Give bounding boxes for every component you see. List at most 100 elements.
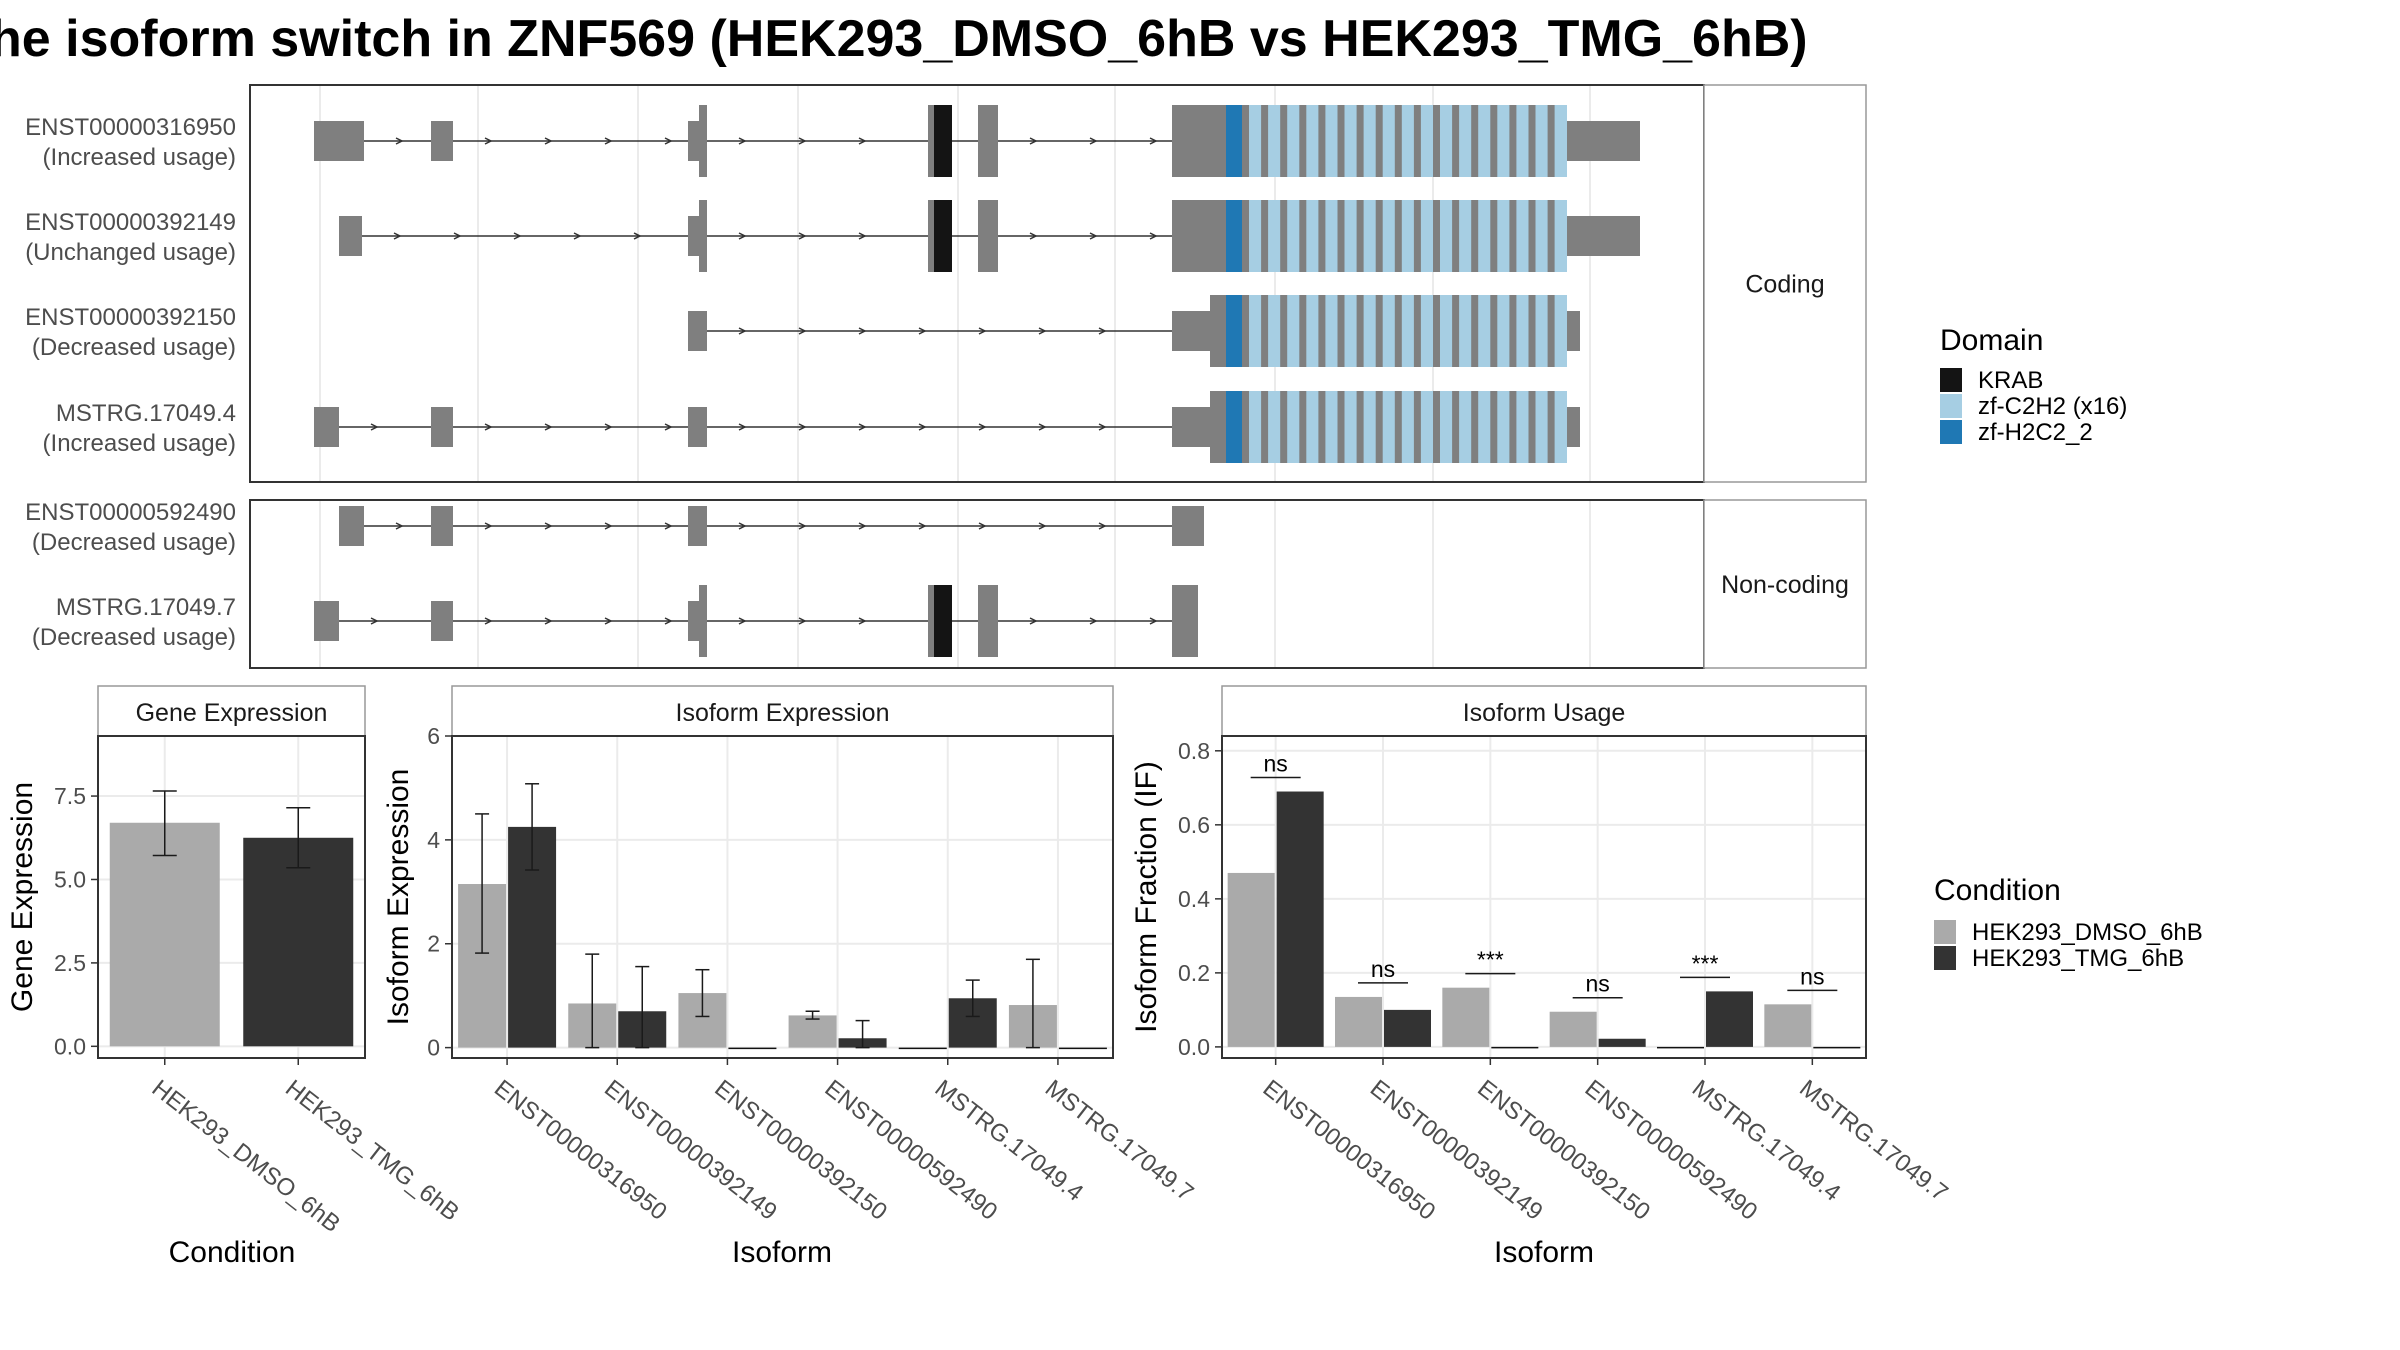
- significance-label: ***: [1692, 950, 1719, 976]
- x-tick-label: ENST00000392149: [1365, 1075, 1548, 1226]
- transcript-id-label: MSTRG.17049.7: [56, 594, 236, 621]
- exon-block: [688, 506, 707, 546]
- zf-linker-stripe: [1452, 200, 1460, 272]
- exon-block: [1567, 311, 1580, 351]
- x-axis-title: Condition: [169, 1236, 296, 1269]
- y-tick-label: 0.8: [1178, 738, 1210, 764]
- intron-arrow: [395, 137, 404, 145]
- legend-condition-title: Condition: [1934, 874, 2061, 907]
- zf-linker-stripe: [1433, 200, 1440, 272]
- bar: [1227, 872, 1275, 1047]
- intron-arrow: [858, 327, 867, 335]
- zf-linker-stripe: [1413, 295, 1421, 367]
- zf-linker-stripe: [1356, 105, 1364, 177]
- exon-block: [314, 121, 364, 161]
- exon-block: [431, 506, 453, 546]
- exon-block: [1172, 105, 1226, 177]
- intron-arrow: [918, 522, 927, 530]
- panel-title: Gene Expression: [136, 699, 328, 727]
- zf-linker-stripe: [1394, 391, 1402, 463]
- zf-linker-stripe: [1261, 295, 1269, 367]
- zf-linker-stripe: [1337, 391, 1345, 463]
- chart-2: Isoform Usage ns ns *** ns *** ns 0.0 0.2 0.4 0.6 0…: [1130, 685, 1953, 1269]
- exon-block: [1172, 506, 1204, 546]
- intron-arrow: [978, 423, 987, 431]
- bar: [788, 1015, 837, 1048]
- domain-zf-c2h2: [1242, 295, 1567, 367]
- y-axis-title: Isoform Fraction (IF): [1130, 761, 1163, 1033]
- y-tick-label: 7.5: [54, 783, 86, 809]
- y-tick-label: 0.0: [54, 1033, 86, 1059]
- exon-block: [1172, 407, 1210, 447]
- transcript-usage-label: (Unchanged usage): [25, 239, 236, 266]
- exon-block: [688, 601, 699, 641]
- intron-arrow: [1098, 423, 1107, 431]
- bar: [1058, 1047, 1107, 1050]
- zf-linker-stripe: [1509, 295, 1517, 367]
- zf-linker-stripe: [1471, 105, 1479, 177]
- zf-linker-stripe: [1299, 105, 1307, 177]
- bar: [1813, 1046, 1861, 1049]
- zf-linker-stripe: [1394, 200, 1402, 272]
- exon-block: [699, 200, 707, 272]
- zf-linker-stripe: [1337, 200, 1345, 272]
- zf-linker-stripe: [1509, 200, 1517, 272]
- chart-1: Isoform Expression0246ENST00000316950ENS…: [382, 685, 1198, 1269]
- panel-border: [97, 735, 366, 1059]
- legend-domain-label: zf-H2C2_2: [1978, 419, 2093, 446]
- bar: [243, 837, 354, 1047]
- exon-block: [982, 585, 998, 657]
- zf-linker-stripe: [1528, 295, 1536, 367]
- zf-linker-stripe: [1299, 200, 1307, 272]
- y-axis-title: Isoform Expression: [382, 769, 415, 1026]
- zf-linker-stripe: [1375, 105, 1383, 177]
- y-tick-label: 6: [427, 723, 440, 749]
- intron-arrow: [798, 522, 807, 530]
- exon-block: [978, 200, 982, 272]
- legend-condition-label: HEK293_TMG_6hB: [1972, 945, 2184, 972]
- domain-zf-h2c2: [1226, 105, 1242, 177]
- exon-block: [688, 121, 699, 161]
- zf-linker-stripe: [1375, 391, 1383, 463]
- intron-arrow: [370, 423, 379, 431]
- domain-zf-c2h2: [1242, 105, 1567, 177]
- transcript-id-label: MSTRG.17049.4: [56, 400, 236, 427]
- intron-arrow: [484, 137, 493, 145]
- zf-linker-stripe: [1318, 200, 1326, 272]
- zf-linker-stripe: [1433, 295, 1440, 367]
- exon-block: [1210, 391, 1226, 463]
- structure-strip: [1703, 84, 1867, 483]
- zf-linker-stripe: [1242, 391, 1249, 463]
- bar-charts: Gene Expression0.02.55.07.5HEK293_DMSO_6…: [6, 685, 1953, 1269]
- exon-block: [1172, 200, 1226, 272]
- intron-arrow: [738, 423, 747, 431]
- y-tick-label: 5.0: [54, 866, 86, 892]
- y-tick-label: 2: [427, 931, 440, 957]
- intron-arrow: [664, 522, 673, 530]
- exon-block: [928, 585, 934, 657]
- x-axis-title: Isoform: [1494, 1236, 1594, 1269]
- zf-linker-stripe: [1261, 200, 1269, 272]
- domain-zf-c2h2: [1242, 391, 1567, 463]
- exon-block: [1567, 407, 1580, 447]
- x-tick-label: ENST00000316950: [1258, 1075, 1441, 1226]
- intron-arrow: [664, 617, 673, 625]
- exon-block: [688, 407, 707, 447]
- zf-linker-stripe: [1261, 105, 1269, 177]
- bar: [1549, 1011, 1597, 1047]
- transcript-structure-panel: Coding Non-coding ENST00000316950 (Increase…: [25, 84, 1867, 669]
- exon-block: [1567, 121, 1640, 161]
- zf-linker-stripe: [1280, 391, 1288, 463]
- domain-zf-c2h2: [1242, 200, 1567, 272]
- zf-linker-stripe: [1242, 105, 1249, 177]
- zf-linker-stripe: [1394, 295, 1402, 367]
- significance-label: ***: [1477, 947, 1504, 973]
- intron-arrow: [664, 423, 673, 431]
- intron-arrow: [1038, 423, 1047, 431]
- significance-label: ns: [1800, 963, 1824, 989]
- x-axis-title: Isoform: [732, 1236, 832, 1269]
- x-tick-label: ENST00000392150: [1472, 1075, 1655, 1226]
- bar: [1657, 1046, 1704, 1049]
